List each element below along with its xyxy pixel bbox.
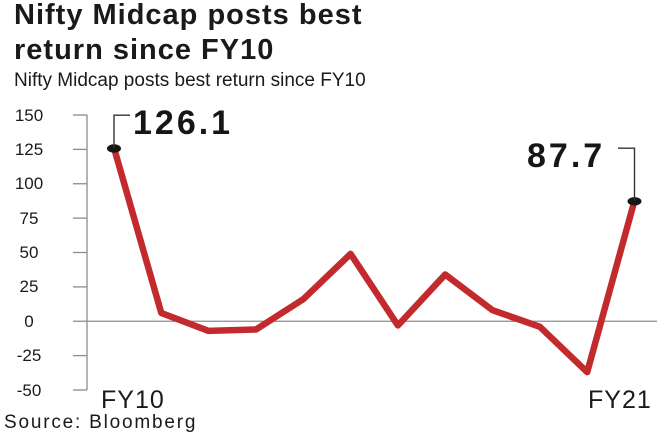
svg-text:FY21: FY21: [588, 386, 652, 414]
svg-text:-25: -25: [17, 346, 42, 365]
svg-text:0: 0: [24, 312, 33, 331]
svg-text:150: 150: [15, 106, 43, 125]
svg-text:100: 100: [15, 174, 43, 193]
svg-text:25: 25: [20, 277, 39, 296]
svg-text:125: 125: [15, 140, 43, 159]
svg-text:126.1: 126.1: [133, 104, 233, 142]
svg-text:-50: -50: [17, 381, 42, 400]
svg-text:50: 50: [20, 243, 39, 262]
svg-text:75: 75: [20, 209, 39, 228]
svg-text:87.7: 87.7: [527, 137, 605, 175]
svg-text:FY10: FY10: [101, 386, 165, 414]
